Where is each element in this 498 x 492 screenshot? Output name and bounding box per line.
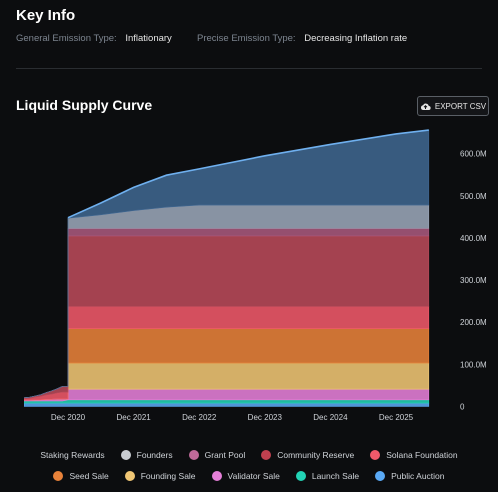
y-tick-label: 300.0M <box>460 276 487 285</box>
legend-label: Community Reserve <box>277 450 355 460</box>
y-tick-label: 500.0M <box>460 192 487 201</box>
legend-swatch <box>53 471 64 481</box>
legend-swatch <box>375 471 386 481</box>
legend-label: Staking Rewards <box>40 450 105 460</box>
supply-top-line <box>67 129 429 219</box>
y-tick-label: 0 <box>460 403 465 412</box>
general-emission-value: Inflationary <box>125 33 172 44</box>
legend-item-solana-foundation[interactable]: Solana Foundation <box>370 450 458 460</box>
area-validator-sale <box>24 388 430 402</box>
area-public-auction <box>24 402 430 407</box>
x-tick-label: Dec 2022 <box>182 413 217 422</box>
legend-label: Seed Sale <box>69 471 109 481</box>
legend-label: Solana Foundation <box>386 450 458 460</box>
legend-swatch <box>261 450 272 460</box>
legend-label: Founding Sale <box>140 471 196 481</box>
y-tick-label: 600.0M <box>460 150 487 159</box>
x-tick-label: Dec 2024 <box>313 413 348 422</box>
precise-emission-value: Decreasing Inflation rate <box>304 33 408 44</box>
legend-swatch <box>124 471 135 481</box>
x-axis: Dec 2020 Dec 2021 Dec 2022 Dec 2023 Dec 2024… <box>51 413 414 422</box>
legend-item-community-reserve[interactable]: Community Reserve <box>261 450 354 460</box>
legend-swatch <box>370 450 381 460</box>
legend-swatch <box>295 471 306 481</box>
legend-row-2: Seed Sale Founding Sale Validator Sale Laun… <box>0 471 498 481</box>
general-emission-label: General Emission Type: <box>16 33 117 44</box>
area-launch-sale <box>24 399 430 404</box>
y-tick-label: 100.0M <box>460 360 487 369</box>
legend-label: Public Auction <box>391 471 445 481</box>
export-csv-label: EXPORT CSV <box>434 101 487 111</box>
y-axis: 0 100.0M 200.0M 300.0M 400.0M 500.0M 600.0M <box>460 150 487 412</box>
legend-item-founding-sale[interactable]: Founding Sale <box>124 471 196 481</box>
chart-title: Liquid Supply Curve <box>16 97 153 113</box>
legend-item-staking-rewards[interactable]: Staking Rewards <box>40 450 104 460</box>
legend-swatch <box>120 450 131 460</box>
legend-label: Launch Sale <box>311 471 360 481</box>
y-tick-label: 200.0M <box>460 318 487 327</box>
legend-item-launch-sale[interactable]: Launch Sale <box>295 471 360 481</box>
cloud-upload-icon <box>420 103 431 110</box>
legend-label: Validator Sale <box>227 471 280 481</box>
precise-emission-type: Precise Emission Type: Decreasing Inflat… <box>197 33 407 44</box>
legend-item-grant-pool[interactable]: Grant Pool <box>188 450 246 460</box>
legend-swatch <box>188 450 199 460</box>
export-csv-button[interactable]: EXPORT CSV <box>417 96 489 116</box>
key-info-title: Key Info <box>16 7 76 24</box>
legend-swatch <box>211 471 222 481</box>
x-tick-label: Dec 2020 <box>51 413 86 422</box>
legend-item-public-auction[interactable]: Public Auction <box>375 471 445 481</box>
legend-label: Grant Pool <box>204 450 246 460</box>
x-tick-label: Dec 2021 <box>116 413 151 422</box>
x-tick-label: Dec 2023 <box>248 413 283 422</box>
x-tick-label: Dec 2025 <box>379 413 414 422</box>
section-divider <box>16 68 482 69</box>
y-tick-label: 400.0M <box>460 234 487 243</box>
chart-areas <box>24 129 430 407</box>
legend-item-founders[interactable]: Founders <box>120 450 173 460</box>
legend-item-seed-sale[interactable]: Seed Sale <box>53 471 109 481</box>
area-staking-rewards <box>24 129 430 398</box>
legend-label: Founders <box>136 450 173 460</box>
precise-emission-label: Precise Emission Type: <box>197 33 296 44</box>
liquid-supply-chart: 0 100.0M 200.0M 300.0M 400.0M 500.0M 600.0M De… <box>24 129 487 422</box>
legend-item-validator-sale[interactable]: Validator Sale <box>211 471 280 481</box>
general-emission-type: General Emission Type: Inflationary <box>16 33 172 44</box>
legend-row-1: Staking Rewards Founders Grant Pool Communi… <box>0 450 498 460</box>
